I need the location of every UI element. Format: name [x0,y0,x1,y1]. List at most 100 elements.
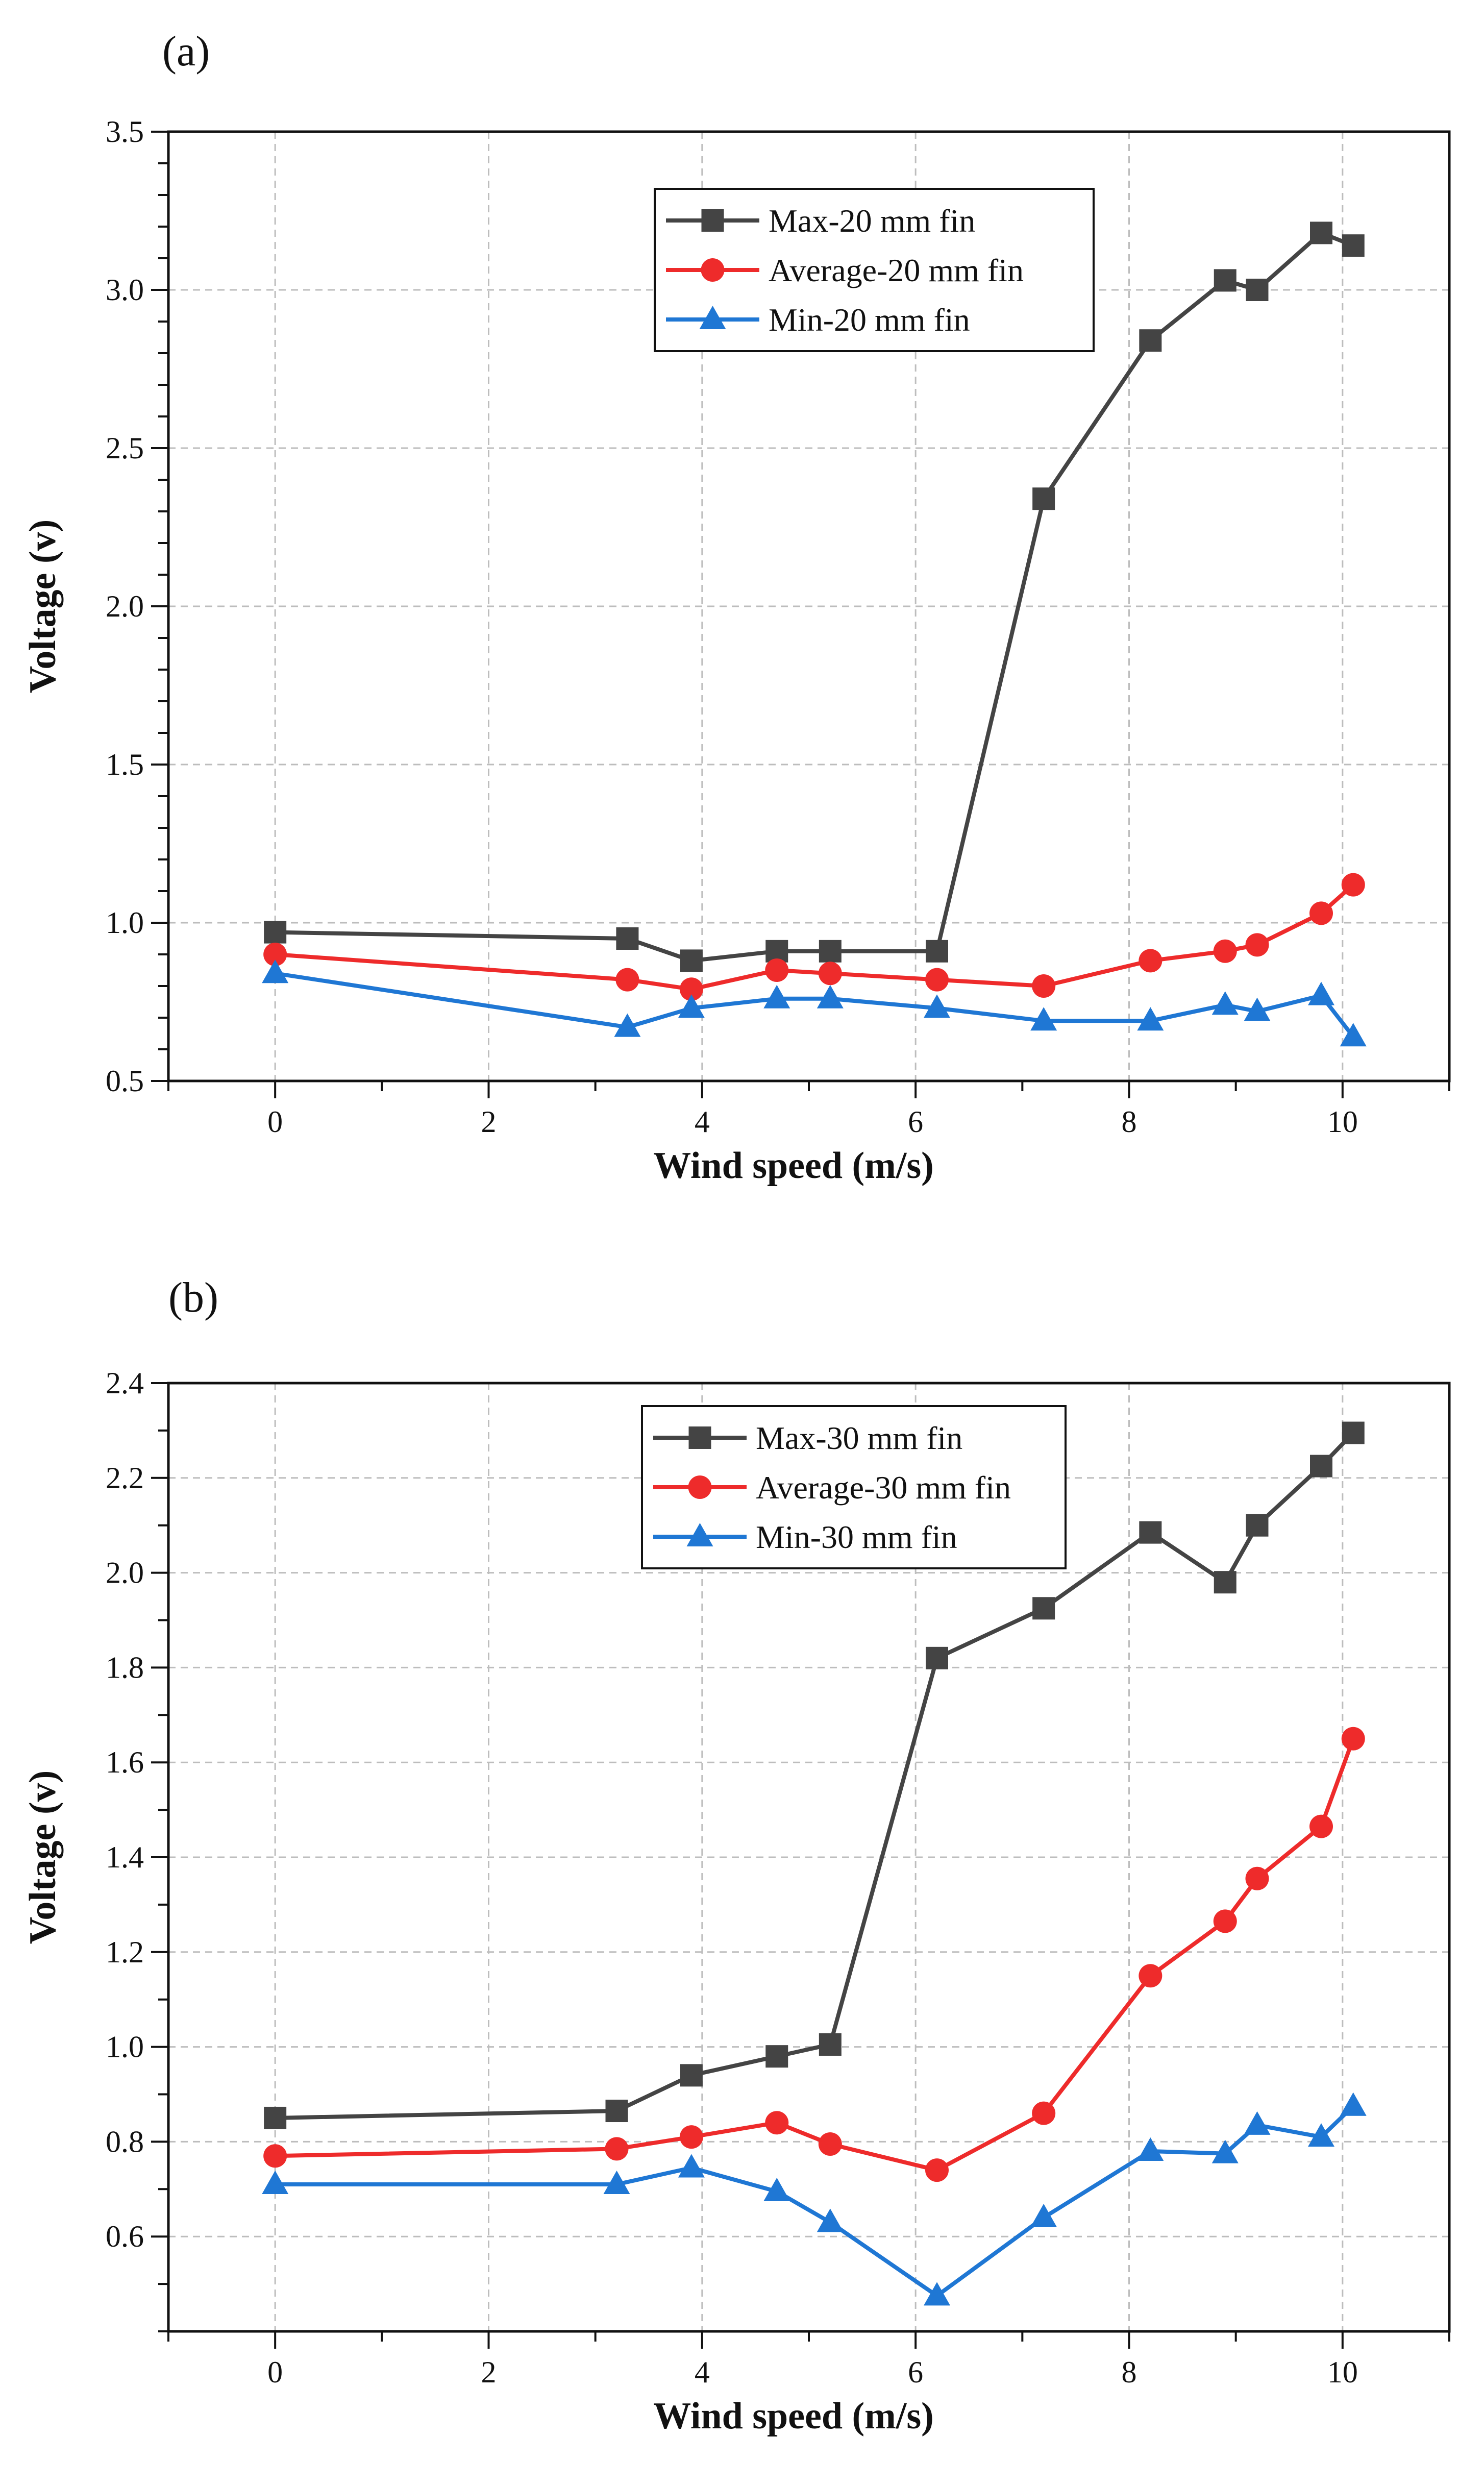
data-point [1030,2204,1057,2228]
data-point [679,2125,703,2149]
y-tick-label: 2.4 [106,1366,144,1400]
data-point [603,2171,630,2195]
panel-label: (a) [162,28,210,75]
data-point [1139,949,1163,973]
legend: Max-30 mm fin Average-30 mm fin Min-30 mm … [641,1405,1067,1569]
y-tick-label: 1.5 [106,748,144,781]
data-point [763,984,790,1008]
data-point [1139,1964,1163,1988]
chart-panel-a: 0 2 4 6 8 10 0.5 1.0 1.5 2.0 2.5 3.0 3.5 Wind speed (… [22,28,1451,1187]
legend-marker [701,258,725,282]
y-tick-label: 3.5 [106,115,144,149]
chart-panel-b: 0 2 4 6 8 10 0.6 0.8 1.0 1.2 1.4 1.6 1.8 2.0 2.2 2.4 Win… [22,1274,1451,2437]
data-point [1246,1514,1269,1537]
legend-marker [701,209,724,232]
y-tick-label: 2.0 [106,589,144,623]
series-min-20-mm-fin [262,959,1367,1047]
series-min-30-mm-fin [262,2092,1367,2306]
data-point [1032,2101,1056,2125]
data-point [765,958,789,982]
data-point [1139,329,1162,352]
x-axis-title: Wind speed (m/s) [653,2395,934,2437]
data-point [1340,1023,1367,1047]
data-point [924,2282,950,2306]
data-point [264,921,287,944]
y-tick-label: 0.8 [106,2125,144,2158]
data-point [1214,269,1236,292]
y-tick-label: 1.0 [106,906,144,940]
data-point [817,984,844,1008]
data-point [819,2033,842,2056]
y-tick-label: 1.0 [106,2030,144,2064]
legend-marker [686,1523,713,1546]
y-tick-label: 1.8 [106,1651,144,1684]
data-point [1246,279,1269,301]
data-point [1032,974,1056,998]
data-point [1245,1866,1269,1890]
data-point [1309,901,1333,925]
data-point [1309,1814,1333,1838]
y-tick-label: 2.0 [106,1556,144,1590]
legend-label: Average-30 mm fin [756,1469,1011,1506]
data-point [1244,997,1271,1021]
data-point [1211,991,1239,1015]
y-tick-label: 2.2 [106,1461,144,1495]
data-point [1030,1007,1057,1031]
data-point [1213,939,1237,963]
data-point [1213,1909,1237,1933]
legend-label: Min-30 mm fin [756,1519,957,1555]
data-point [1341,873,1365,897]
data-point [262,2171,289,2195]
series-max-30-mm-fin [264,1421,1365,2129]
data-point [1245,933,1269,957]
y-tick-label: 1.2 [106,1935,144,1969]
data-point [1342,1421,1365,1444]
data-point [678,994,705,1018]
legend-label: Max-20 mm fin [769,203,975,239]
y-tick-label: 1.6 [106,1745,144,1779]
x-tick-label: 8 [1122,1105,1137,1139]
data-point [1032,487,1055,510]
x-axis-title: Wind speed (m/s) [653,1145,934,1187]
legend-label: Min-20 mm fin [769,302,970,338]
x-tick-label: 2 [481,2355,497,2389]
data-point [763,2177,790,2201]
data-point [765,2111,789,2135]
legend-label: Average-20 mm fin [769,252,1024,288]
legend-marker [699,306,726,329]
legend-marker [688,1426,711,1449]
x-tick-label: 2 [481,1105,497,1139]
y-axis-title: Voltage (v) [22,1770,64,1944]
series-average-30-mm-fin [263,1727,1365,2182]
data-point [925,2158,949,2182]
data-point [1137,1007,1164,1031]
x-tick-label: 6 [908,1105,923,1139]
data-point [925,968,949,992]
data-point [679,977,703,1001]
series-line [275,2104,1355,2298]
data-point [605,2137,629,2161]
data-point [1139,1521,1162,1544]
data-point [926,940,948,963]
data-point [614,1013,641,1037]
data-point [1032,1597,1055,1620]
data-point [263,2144,287,2168]
data-point [680,2064,703,2087]
data-point [1310,1455,1332,1478]
data-point [615,968,639,992]
y-tick-label: 0.5 [106,1064,144,1098]
panel-label: (b) [168,1274,218,1321]
data-point [817,2208,844,2232]
y-tick-label: 3.0 [106,273,144,307]
series-line [275,971,1355,1038]
data-point [1341,1727,1365,1751]
data-point [1340,2092,1367,2116]
legend-marker [688,1475,712,1499]
x-tick-label: 6 [908,2355,923,2389]
data-point [924,994,950,1018]
x-tick-label: 4 [695,1105,710,1139]
data-point [819,940,842,963]
x-tick-label: 10 [1327,2355,1358,2389]
x-tick-label: 10 [1327,1105,1358,1139]
